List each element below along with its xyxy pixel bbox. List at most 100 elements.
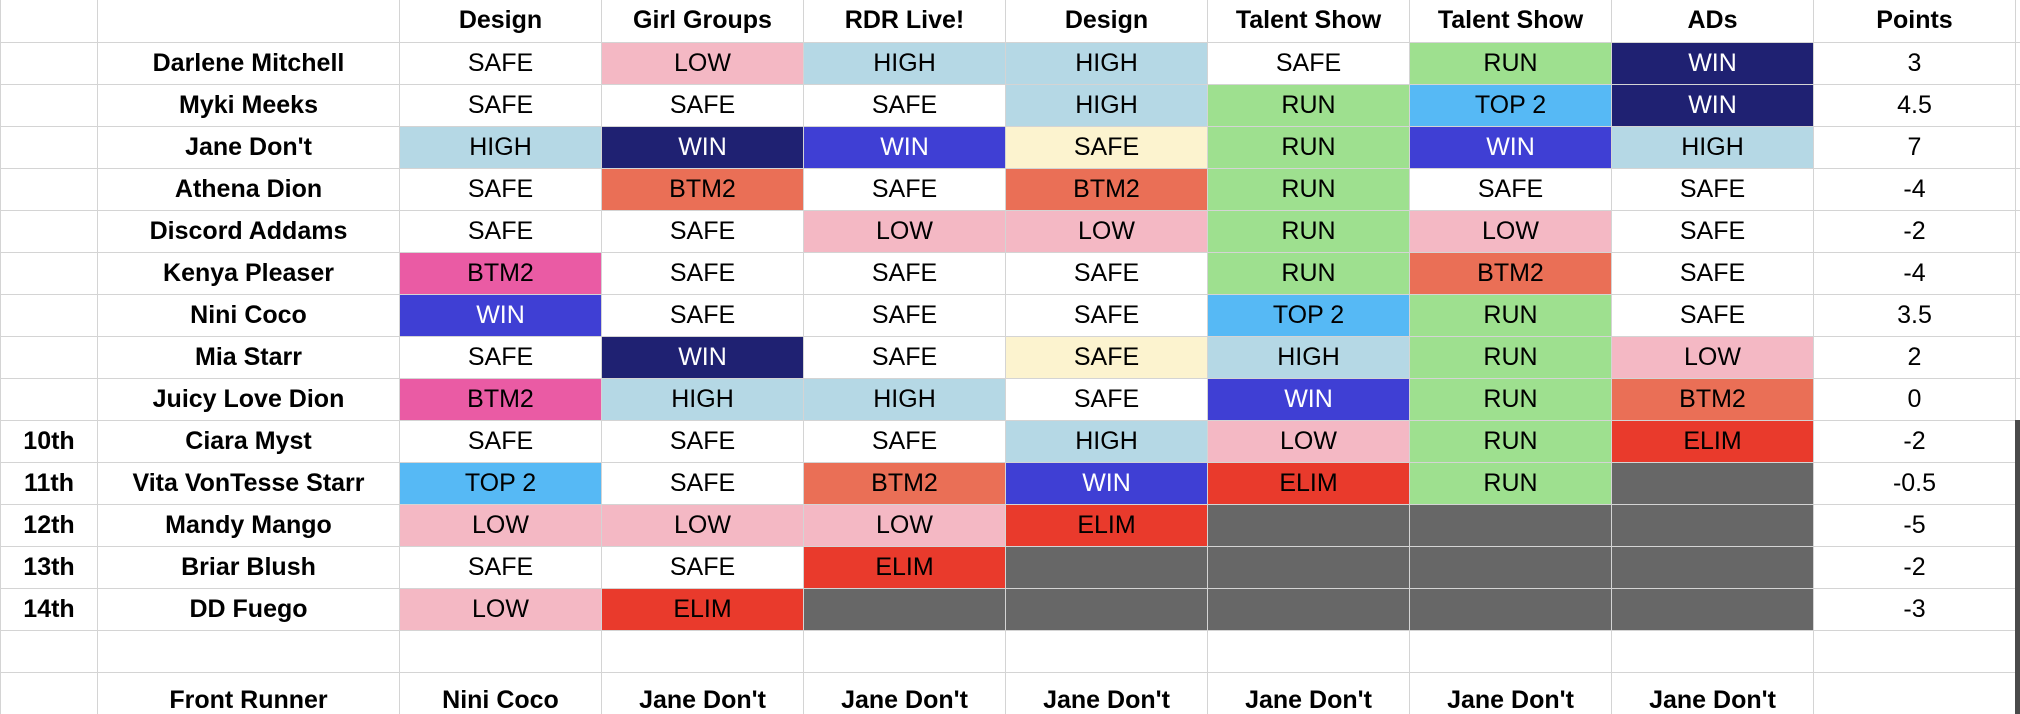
episode-header-cell[interactable]: Talent Show [1207, 0, 1410, 43]
result-cell[interactable]: SAFE [399, 420, 602, 463]
result-cell[interactable]: TOP 2 [399, 462, 602, 505]
result-cell[interactable]: SAFE [601, 294, 804, 337]
front-runner-cell[interactable]: Jane Don't [803, 672, 1006, 714]
result-cell[interactable]: SAFE [399, 42, 602, 85]
result-cell[interactable]: LOW [1005, 210, 1208, 253]
result-cell[interactable]: RUN [1207, 168, 1410, 211]
result-cell[interactable]: LOW [1207, 420, 1410, 463]
result-cell[interactable]: ELIM [803, 546, 1006, 589]
result-cell[interactable] [1611, 546, 1814, 589]
result-cell[interactable]: SAFE [601, 462, 804, 505]
contestant-name-cell[interactable]: Myki Meeks [97, 84, 400, 127]
result-cell[interactable]: SAFE [601, 210, 804, 253]
empty-cell[interactable] [2015, 0, 2020, 43]
result-cell[interactable]: BTM2 [399, 252, 602, 295]
result-cell[interactable] [1611, 504, 1814, 547]
result-cell[interactable]: WIN [601, 336, 804, 379]
result-cell[interactable]: HIGH [1611, 126, 1814, 169]
empty-cell[interactable] [2015, 378, 2020, 421]
contestant-name-cell[interactable]: Vita VonTesse Starr [97, 462, 400, 505]
result-cell[interactable]: BTM2 [1611, 378, 1814, 421]
result-cell[interactable]: SAFE [803, 294, 1006, 337]
result-cell[interactable]: ELIM [1005, 504, 1208, 547]
result-cell[interactable]: RUN [1207, 84, 1410, 127]
empty-cell[interactable] [2015, 210, 2020, 253]
result-cell[interactable]: SAFE [601, 546, 804, 589]
result-cell[interactable]: WIN [1611, 84, 1814, 127]
front-runner-cell[interactable]: Jane Don't [1611, 672, 1814, 714]
result-cell[interactable]: HIGH [601, 378, 804, 421]
result-cell[interactable]: SAFE [399, 546, 602, 589]
points-cell[interactable]: -2 [1813, 210, 2016, 253]
result-cell[interactable]: HIGH [1207, 336, 1410, 379]
result-cell[interactable]: RUN [1409, 294, 1612, 337]
contestant-name-cell[interactable]: Discord Addams [97, 210, 400, 253]
name-header-cell[interactable] [97, 0, 400, 43]
result-cell[interactable]: SAFE [803, 168, 1006, 211]
contestant-name-cell[interactable]: Juicy Love Dion [97, 378, 400, 421]
result-cell[interactable]: LOW [803, 210, 1006, 253]
contestant-name-cell[interactable]: Mia Starr [97, 336, 400, 379]
empty-cell[interactable] [803, 630, 1006, 673]
episode-header-cell[interactable]: Design [1005, 0, 1208, 43]
result-cell[interactable]: SAFE [1005, 378, 1208, 421]
result-cell[interactable]: WIN [601, 126, 804, 169]
empty-cell[interactable] [2015, 294, 2020, 337]
rank-cell[interactable] [0, 84, 98, 127]
result-cell[interactable]: RUN [1207, 210, 1410, 253]
result-cell[interactable] [1005, 546, 1208, 589]
result-cell[interactable]: WIN [803, 126, 1006, 169]
result-cell[interactable]: SAFE [1611, 252, 1814, 295]
points-cell[interactable]: 0 [1813, 378, 2016, 421]
result-cell[interactable]: BTM2 [1409, 252, 1612, 295]
rank-cell[interactable]: 10th [0, 420, 98, 463]
contestant-name-cell[interactable]: Ciara Myst [97, 420, 400, 463]
result-cell[interactable]: WIN [1207, 378, 1410, 421]
rank-header-cell[interactable] [0, 0, 98, 43]
result-cell[interactable]: SAFE [601, 84, 804, 127]
empty-cell[interactable] [0, 672, 98, 714]
front-runner-cell[interactable]: Jane Don't [601, 672, 804, 714]
empty-cell[interactable] [2015, 126, 2020, 169]
result-cell[interactable]: SAFE [803, 336, 1006, 379]
result-cell[interactable]: SAFE [399, 210, 602, 253]
result-cell[interactable]: SAFE [1409, 168, 1612, 211]
result-cell[interactable]: WIN [1611, 42, 1814, 85]
result-cell[interactable] [1207, 588, 1410, 631]
result-cell[interactable]: LOW [803, 504, 1006, 547]
result-cell[interactable]: LOW [601, 42, 804, 85]
rank-cell[interactable] [0, 294, 98, 337]
result-cell[interactable]: RUN [1207, 252, 1410, 295]
rank-cell[interactable] [0, 336, 98, 379]
result-cell[interactable] [1409, 588, 1612, 631]
rank-cell[interactable] [0, 378, 98, 421]
front-runner-cell[interactable]: Jane Don't [1005, 672, 1208, 714]
result-cell[interactable]: WIN [399, 294, 602, 337]
result-cell[interactable]: LOW [1611, 336, 1814, 379]
points-cell[interactable]: -3 [1813, 588, 2016, 631]
contestant-name-cell[interactable]: Darlene Mitchell [97, 42, 400, 85]
result-cell[interactable]: RUN [1409, 336, 1612, 379]
result-cell[interactable] [1207, 546, 1410, 589]
points-cell[interactable]: -2 [1813, 546, 2016, 589]
empty-cell[interactable] [1005, 630, 1208, 673]
episode-header-cell[interactable]: Talent Show [1409, 0, 1612, 43]
empty-cell[interactable] [601, 630, 804, 673]
episode-header-cell[interactable]: Girl Groups [601, 0, 804, 43]
rank-cell[interactable]: 14th [0, 588, 98, 631]
result-cell[interactable]: RUN [1409, 462, 1612, 505]
result-cell[interactable]: WIN [1005, 462, 1208, 505]
result-cell[interactable]: RUN [1409, 378, 1612, 421]
result-cell[interactable] [1207, 504, 1410, 547]
empty-cell[interactable] [2015, 42, 2020, 85]
result-cell[interactable]: SAFE [803, 252, 1006, 295]
rank-cell[interactable]: 11th [0, 462, 98, 505]
vertical-scrollbar-thumb[interactable] [2015, 420, 2020, 714]
rank-cell[interactable] [0, 42, 98, 85]
result-cell[interactable]: SAFE [803, 420, 1006, 463]
result-cell[interactable]: SAFE [1005, 336, 1208, 379]
episode-header-cell[interactable]: RDR Live! [803, 0, 1006, 43]
result-cell[interactable]: LOW [399, 504, 602, 547]
result-cell[interactable]: TOP 2 [1409, 84, 1612, 127]
result-cell[interactable]: RUN [1409, 420, 1612, 463]
